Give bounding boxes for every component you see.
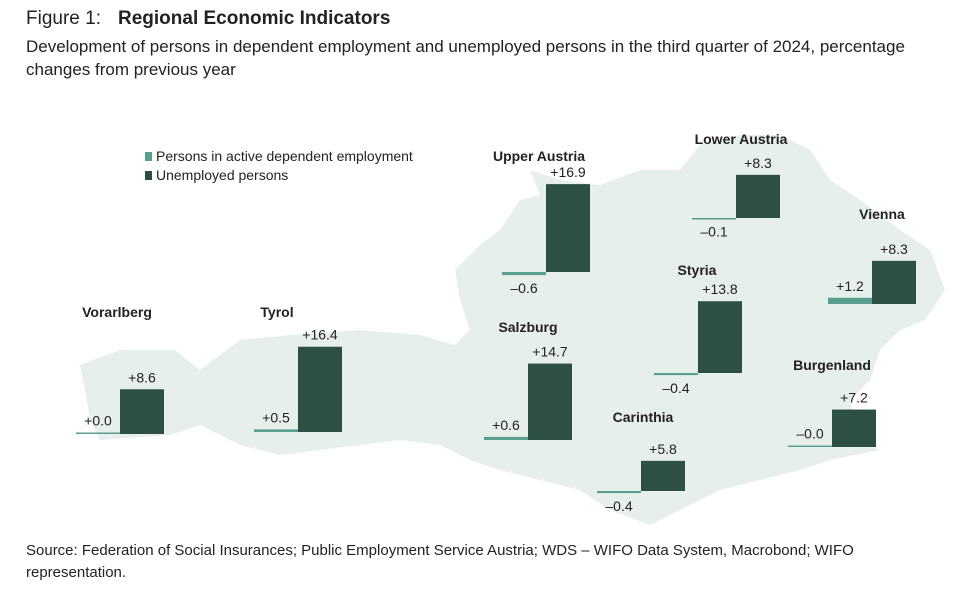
figure-label: Figure 1:: [26, 8, 101, 29]
unemployed-bar: [832, 409, 876, 447]
unemployed-bar: [736, 174, 780, 218]
map-austria: [80, 135, 945, 525]
subtitle-box: Development of persons in dependent empl…: [26, 37, 905, 79]
employment-bar: [502, 272, 546, 276]
region-label: Salzburg: [498, 319, 557, 335]
marks: Persons in active dependent employment Un…: [76, 131, 916, 514]
value-label: +14.7: [532, 344, 568, 360]
value-label: –0.4: [662, 380, 689, 396]
employment-bar: [828, 297, 872, 304]
value-label: +7.2: [840, 390, 868, 406]
legend-swatch: [145, 171, 152, 180]
chart-title: Regional Economic Indicators: [118, 8, 390, 29]
employment-bar: [654, 373, 698, 376]
value-label: –0.4: [605, 498, 632, 514]
value-label: –0.0: [796, 426, 823, 442]
region-label: Tyrol: [260, 304, 293, 320]
chart-subtitle: Development of persons in dependent empl…: [26, 37, 905, 79]
employment-bar: [76, 432, 120, 434]
value-label: +0.0: [84, 413, 112, 429]
region-label: Vienna: [859, 206, 905, 222]
value-label: +5.8: [649, 441, 677, 457]
value-label: –0.6: [510, 280, 537, 296]
region-label: Styria: [678, 262, 717, 278]
value-label: +0.5: [262, 409, 290, 425]
value-label: +8.3: [744, 155, 772, 171]
unemployed-bar: [872, 260, 916, 304]
employment-bar: [788, 445, 832, 447]
source-note: Source: Federation of Social Insurances;…: [26, 542, 854, 581]
region-label: Lower Austria: [695, 131, 788, 147]
employment-bar: [254, 429, 298, 432]
value-label: +1.2: [836, 278, 864, 294]
region-label: Burgenland: [793, 357, 871, 373]
legend-label: Unemployed persons: [156, 167, 288, 183]
legend-label: Persons in active dependent employment: [156, 148, 413, 164]
employment-bar: [484, 436, 528, 440]
value-label: +16.9: [550, 164, 586, 180]
source-box: Source: Federation of Social Insurances;…: [26, 542, 854, 581]
value-label: +0.6: [492, 417, 520, 433]
legend-swatch: [145, 152, 152, 161]
region-label: Upper Austria: [493, 148, 585, 164]
value-label: +8.6: [128, 369, 156, 385]
employment-bar: [597, 491, 641, 494]
unemployed-bar: [528, 363, 572, 440]
region-label: Vorarlberg: [82, 304, 152, 320]
unemployed-bar: [298, 346, 342, 432]
region-label: Carinthia: [613, 409, 674, 425]
unemployed-bar: [546, 184, 590, 272]
unemployed-bar: [698, 301, 742, 373]
unemployed-bar: [120, 389, 164, 434]
employment-bar: [692, 218, 736, 220]
value-label: +16.4: [302, 327, 338, 343]
value-label: –0.1: [700, 224, 727, 240]
value-label: +13.8: [702, 281, 738, 297]
unemployed-bar: [641, 460, 685, 491]
value-label: +8.3: [880, 241, 908, 257]
